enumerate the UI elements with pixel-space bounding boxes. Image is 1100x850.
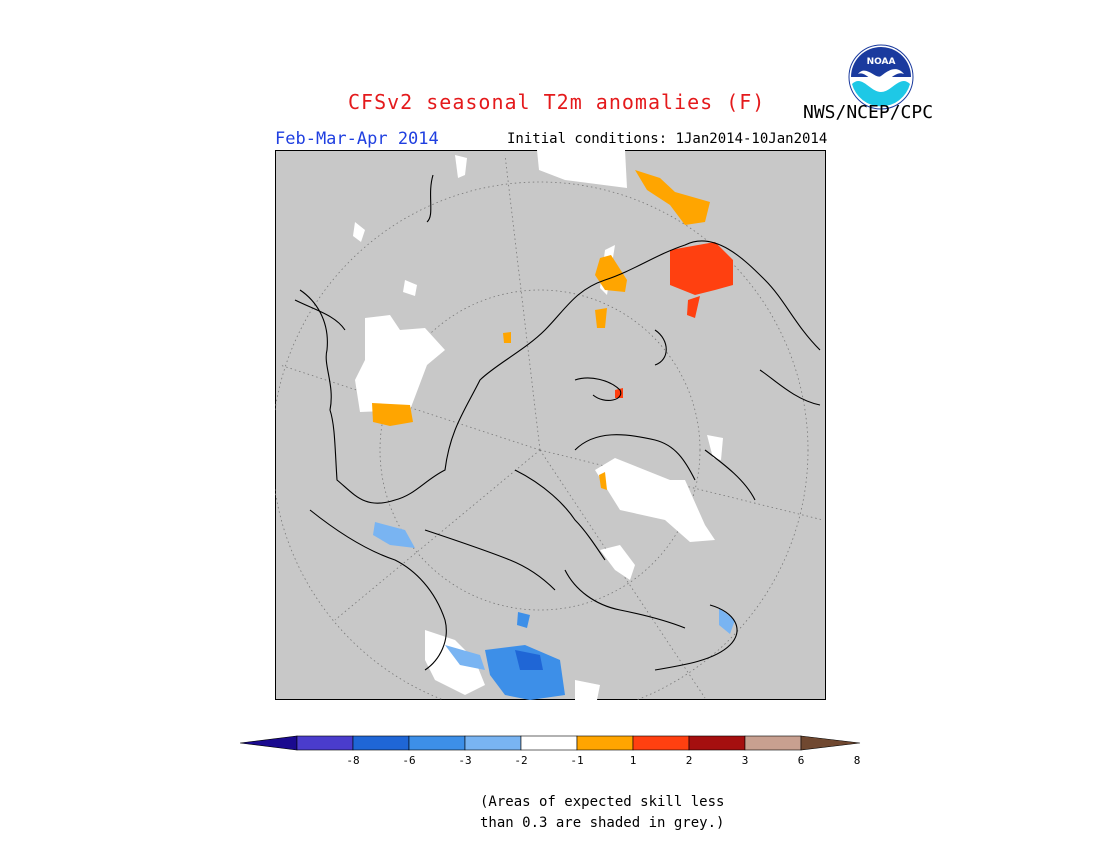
legend-swatch: [296, 735, 354, 751]
legend-tick-labels: -8 -6 -3 -2 -1 1 2 3 6 8: [346, 754, 860, 767]
legend-tick-label: 1: [630, 754, 637, 767]
legend-tick-label: -2: [514, 754, 527, 767]
legend-tick-label: 6: [798, 754, 805, 767]
agency-label: NWS/NCEP/CPC: [803, 102, 934, 123]
legend-tick-label: 2: [686, 754, 693, 767]
legend-tick-label: -6: [402, 754, 415, 767]
chart-title: CFSv2 seasonal T2m anomalies (F): [348, 90, 766, 114]
legend-arrow-high: [800, 735, 861, 751]
skill-mask-note-line1: (Areas of expected skill less: [480, 794, 725, 810]
legend-tick-label: -3: [458, 754, 471, 767]
skill-mask-note: (Areas of expected skill less than 0.3 a…: [480, 792, 724, 834]
legend-swatch: [688, 735, 746, 751]
logo-text: NOAA: [867, 57, 896, 67]
map-background: [275, 150, 826, 700]
legend-swatch: [352, 735, 410, 751]
legend-swatch: [744, 735, 802, 751]
skill-mask-note-line2: than 0.3 are shaded in grey.): [480, 815, 725, 831]
legend-arrow-low: [240, 735, 298, 751]
polar-map: [275, 150, 826, 700]
anomaly-cold-regions: [373, 522, 735, 700]
forecast-period: Feb-Mar-Apr 2014: [275, 129, 439, 149]
legend-swatches: [240, 735, 861, 751]
legend-swatch: [632, 735, 690, 751]
noaa-logo: NOAA: [848, 44, 914, 110]
legend-swatch: [408, 735, 466, 751]
legend-swatch: [520, 735, 578, 751]
legend-tick-label: 8: [854, 754, 861, 767]
initial-conditions: Initial conditions: 1Jan2014-10Jan2014: [507, 131, 828, 147]
legend-tick-label: 3: [742, 754, 749, 767]
anomaly-warm-regions: [372, 170, 733, 490]
legend-swatch: [464, 735, 522, 751]
legend-swatch: [576, 735, 634, 751]
legend-tick-label: -8: [346, 754, 359, 767]
legend-tick-label: -1: [570, 754, 583, 767]
color-legend: -8 -6 -3 -2 -1 1 2 3 6 8: [240, 735, 861, 767]
coastlines: [294, 174, 821, 671]
